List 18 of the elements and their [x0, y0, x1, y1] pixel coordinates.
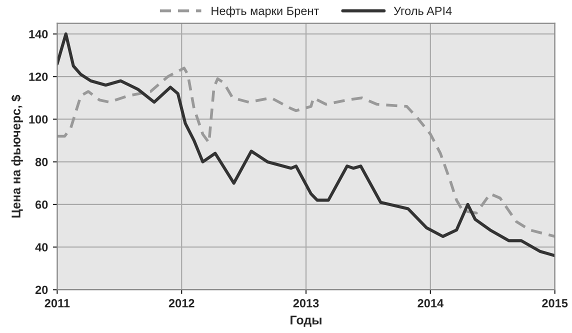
x-tick-label: 2013 [293, 299, 319, 308]
y-tick-label: 100 [29, 115, 48, 124]
line-series [57, 32, 555, 258]
y-tick-label: 140 [29, 30, 48, 38]
x-tick-label: 2015 [542, 299, 568, 308]
x-axis-title: Годы [290, 316, 322, 327]
legend-label: Уголь API4 [394, 6, 452, 16]
x-tick-label: 2012 [168, 299, 194, 308]
y-tick-label: 60 [35, 200, 48, 209]
x-tick-label: 2011 [44, 299, 70, 308]
legend-label: Нефть марки Брент [212, 6, 319, 18]
y-tick-label: 40 [35, 243, 48, 252]
x-tick-label: 2014 [418, 299, 444, 308]
y-tick-label: 20 [35, 286, 48, 294]
y-tick-label: 80 [35, 158, 48, 166]
y-tick-label: 120 [29, 72, 48, 81]
y-axis-title: Цена на фьючерс, $ [11, 94, 23, 218]
line-series [57, 66, 555, 238]
